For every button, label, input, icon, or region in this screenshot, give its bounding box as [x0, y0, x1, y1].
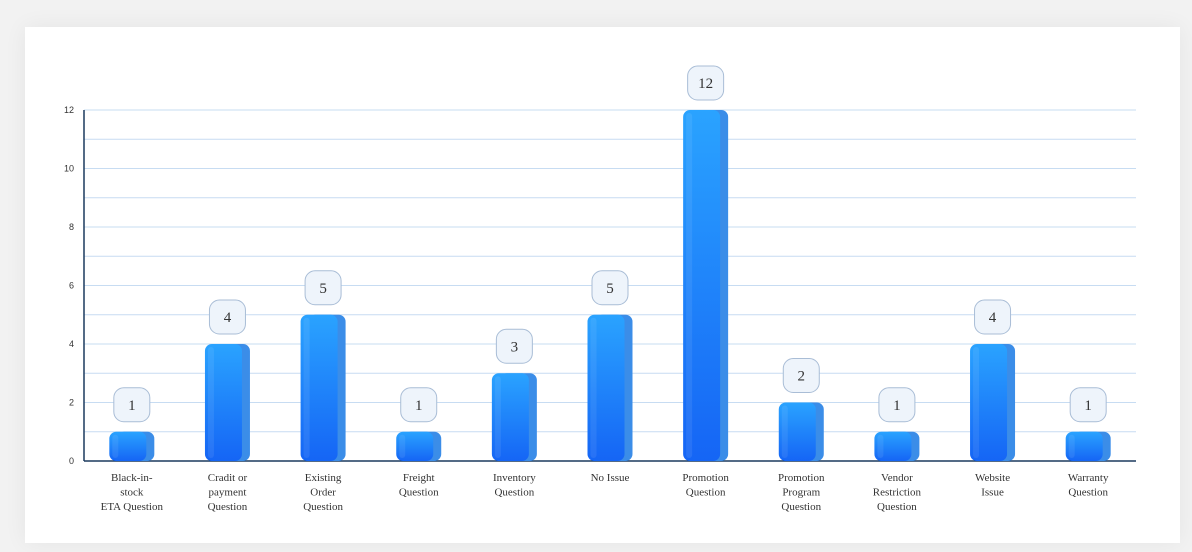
- bar[interactable]: [491, 373, 537, 461]
- svg-text:1: 1: [415, 398, 423, 414]
- y-tick-label: 12: [64, 105, 74, 115]
- bar[interactable]: [109, 431, 155, 461]
- svg-text:5: 5: [606, 281, 614, 297]
- x-tick-label: No Issue: [591, 472, 630, 484]
- bar[interactable]: [587, 314, 633, 461]
- data-label: 12: [687, 65, 725, 101]
- y-tick-label: 8: [69, 222, 74, 232]
- svg-text:1: 1: [1084, 398, 1092, 414]
- bar[interactable]: [874, 431, 920, 461]
- bar[interactable]: [683, 110, 729, 461]
- x-tick-label: Vendor Restriction Question: [873, 472, 922, 513]
- bars: [109, 110, 1111, 462]
- y-tick-labels: 0 2 4 6 8 10 12: [64, 105, 74, 466]
- bar[interactable]: [1065, 431, 1111, 461]
- x-tick-label: Website Issue: [975, 472, 1010, 499]
- x-tick-label: Freight Question: [399, 472, 439, 499]
- y-tick-label: 4: [69, 339, 74, 349]
- svg-text:2: 2: [798, 369, 806, 385]
- data-label: 1: [113, 387, 151, 423]
- data-label: 1: [1069, 387, 1107, 423]
- bar[interactable]: [970, 344, 1016, 461]
- bar[interactable]: [204, 344, 250, 461]
- x-tick-labels: Black-in-stock ETA Question Cradit or payme…: [101, 472, 1109, 513]
- data-label: 5: [591, 270, 629, 306]
- svg-text:4: 4: [989, 310, 997, 326]
- x-tick-label: Warranty Question: [1068, 472, 1109, 499]
- data-label: 4: [208, 299, 246, 335]
- data-label: 5: [304, 270, 342, 306]
- data-labels: 1 4 5 1 3 5 12 2 1 4 1: [113, 65, 1107, 423]
- y-tick-label: 2: [69, 398, 74, 408]
- svg-text:4: 4: [224, 310, 232, 326]
- data-label: 3: [495, 328, 533, 364]
- svg-text:3: 3: [511, 339, 519, 355]
- x-tick-label: Cradit or payment Question: [208, 472, 248, 513]
- svg-text:1: 1: [128, 398, 136, 414]
- svg-text:12: 12: [698, 76, 713, 92]
- x-tick-label: Promotion Question: [682, 472, 729, 499]
- svg-text:5: 5: [319, 281, 327, 297]
- svg-text:1: 1: [893, 398, 901, 414]
- bar[interactable]: [778, 402, 824, 462]
- bar[interactable]: [396, 431, 442, 461]
- data-label: 4: [974, 299, 1012, 335]
- y-tick-label: 0: [69, 456, 74, 466]
- x-tick-label: Inventory Question: [493, 472, 536, 499]
- x-tick-label: Black-in-stock ETA Question: [101, 472, 164, 513]
- data-label: 1: [400, 387, 438, 423]
- y-tick-label: 6: [69, 281, 74, 291]
- data-label: 2: [782, 358, 820, 393]
- data-label: 1: [878, 387, 916, 423]
- y-tick-label: 10: [64, 164, 74, 174]
- x-tick-label: Existing Order Question: [303, 472, 343, 513]
- x-tick-label: Promotion Program Question: [778, 472, 825, 513]
- bar[interactable]: [300, 314, 346, 461]
